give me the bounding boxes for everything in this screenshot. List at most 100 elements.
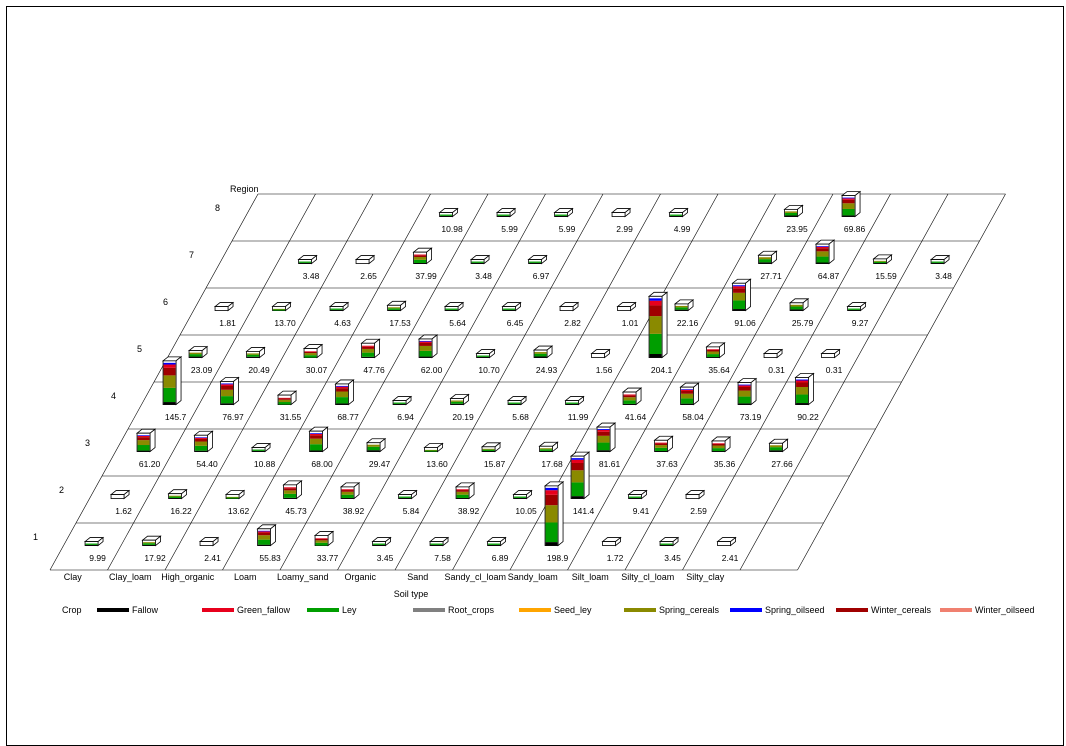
bar-segment <box>655 442 668 444</box>
bar-segment <box>315 538 328 539</box>
bar-side-face <box>348 379 354 406</box>
bar-segment <box>670 215 683 217</box>
cell-value-label: 13.70 <box>274 318 296 328</box>
bar-segment <box>738 390 751 397</box>
bar-front-face <box>602 541 616 546</box>
bar-segment <box>816 251 829 257</box>
bar-segment <box>707 349 720 352</box>
bar-segment <box>284 488 297 491</box>
legend-swatch <box>519 608 551 612</box>
cell-value-label: 10.05 <box>515 506 537 516</box>
bar-segment <box>931 261 944 263</box>
bar-side-face <box>854 190 861 218</box>
legend-swatch <box>202 608 234 612</box>
cell-value-label: 3.48 <box>475 271 492 281</box>
bar-segment <box>304 351 317 354</box>
bar-segment <box>931 262 944 264</box>
cell-value-label: 17.53 <box>389 318 411 328</box>
bar-segment <box>623 394 636 396</box>
cell-value-label: 61.20 <box>139 459 161 469</box>
bar-segment <box>451 400 464 402</box>
cell-value-label: 16.22 <box>170 506 192 516</box>
region-axis-title: Region <box>230 184 259 194</box>
bar-segment <box>195 445 208 451</box>
cell-value-label: 20.19 <box>452 412 474 422</box>
legend-label: Spring_cereals <box>659 605 720 615</box>
bar-segment <box>555 214 568 216</box>
bar-segment <box>278 397 291 399</box>
bar-segment <box>534 352 547 354</box>
bar-segment <box>545 487 558 491</box>
bar-segment <box>189 352 202 355</box>
bar-segment <box>310 433 323 434</box>
bar-segment <box>456 490 469 492</box>
bar-segment <box>555 215 568 217</box>
soil-type-tick-label: Loamy_sand <box>277 572 329 582</box>
bar-segment <box>816 248 829 252</box>
cell-value-label: 141.4 <box>573 506 595 516</box>
bar-segment <box>681 389 694 390</box>
bar-segment <box>362 345 375 347</box>
bar-segment <box>299 261 312 263</box>
cell-value-label: 55.83 <box>259 553 281 563</box>
bar-segment <box>566 402 579 404</box>
bar-segment <box>655 443 668 446</box>
grid-line-slanted <box>107 193 316 571</box>
bar-segment <box>304 355 317 358</box>
bar-segment <box>137 435 150 438</box>
soil-type-tick-label: Sand <box>407 572 428 582</box>
bar-segment <box>304 351 317 352</box>
bar-front-face <box>214 306 229 311</box>
bar-segment <box>566 403 579 405</box>
region-tick-label: 3 <box>85 438 90 448</box>
bar-segment <box>545 542 558 546</box>
bar-segment <box>445 308 458 310</box>
bar-segment <box>247 353 260 355</box>
bar-segment <box>169 497 182 499</box>
bar-segment <box>707 351 720 355</box>
bar-segment <box>393 402 406 404</box>
bar-segment <box>315 540 328 543</box>
legend-swatch <box>97 608 129 612</box>
bar-segment <box>399 496 412 498</box>
bar-segment <box>284 487 297 489</box>
bar-segment <box>221 384 234 386</box>
cell-value-label: 25.79 <box>792 318 814 328</box>
bar-side-face <box>750 377 757 406</box>
cell-value-label: 3.45 <box>664 553 681 563</box>
bar-segment <box>414 254 427 256</box>
bar-segment <box>874 263 887 264</box>
cell-value-label: 38.92 <box>343 506 365 516</box>
bar-segment <box>440 214 453 216</box>
bar-segment <box>143 542 156 544</box>
cell-value-label: 1.72 <box>607 553 624 563</box>
bar-side-face <box>270 523 276 547</box>
bar-segment <box>169 495 182 497</box>
cell-value-label: 10.88 <box>254 459 276 469</box>
bar-segment <box>545 505 558 523</box>
bar-segment <box>842 215 855 217</box>
cell-value-label: 5.64 <box>449 318 466 328</box>
bar-segment <box>796 382 809 388</box>
cell-value-label: 33.77 <box>317 553 339 563</box>
bar-segment <box>649 298 662 301</box>
cell-value-label: 27.66 <box>771 459 793 469</box>
bar-side-face <box>431 334 438 359</box>
legend-label: Winter_cereals <box>871 605 932 615</box>
bar-segment <box>419 345 432 351</box>
bar-segment <box>362 352 375 357</box>
bar-segment <box>733 286 746 289</box>
cell-value-label: 2.41 <box>204 553 221 563</box>
cell-value-label: 81.61 <box>599 459 621 469</box>
bar-segment <box>842 198 855 200</box>
bar-segment <box>221 383 234 385</box>
bar-segment <box>649 333 662 355</box>
bar-segment <box>770 447 783 451</box>
bar-segment <box>247 354 260 357</box>
bar-segment <box>163 364 176 368</box>
grid-line-slanted <box>739 193 949 571</box>
grid-line-slanted <box>394 193 604 571</box>
bar-segment <box>310 444 323 451</box>
legend-label: Fallow <box>132 605 159 615</box>
bar-segment <box>221 396 234 404</box>
